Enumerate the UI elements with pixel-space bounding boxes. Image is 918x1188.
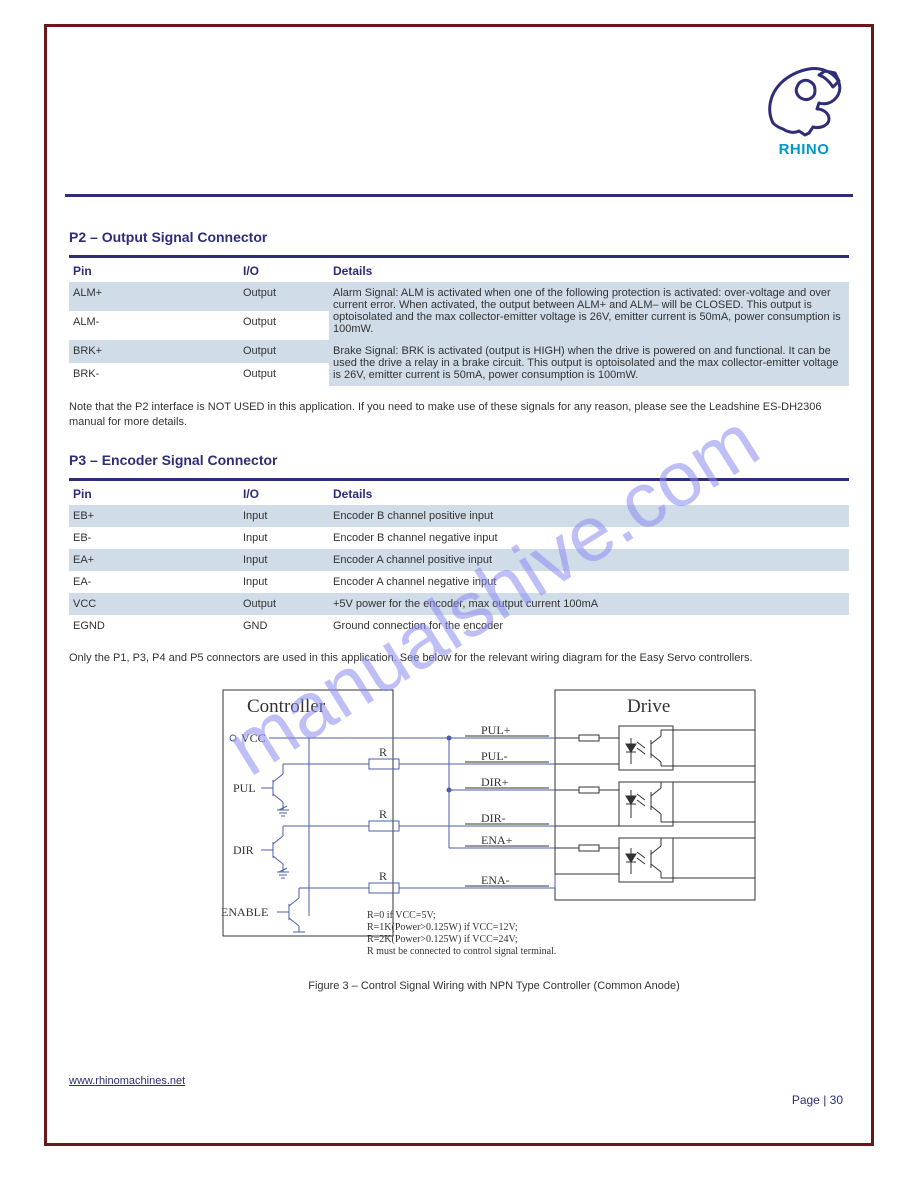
svg-text:DIR-: DIR- — [481, 811, 506, 825]
note-p2: Note that the P2 interface is NOT USED i… — [69, 400, 849, 430]
svg-text:R: R — [379, 807, 387, 821]
note-p3: Only the P1, P3, P4 and P5 connectors ar… — [69, 651, 849, 666]
rhino-icon — [761, 61, 847, 139]
col-pin: Pin — [69, 258, 239, 282]
footer-page: Page | 30 — [792, 1093, 843, 1107]
svg-text:DIR: DIR — [233, 843, 254, 857]
svg-text:R=0 if VCC=5V;: R=0 if VCC=5V; — [367, 910, 436, 921]
svg-text:R must be connected to control: R must be connected to control signal te… — [367, 946, 556, 957]
cell-io: Input — [239, 571, 329, 593]
table-row: VCCOutput+5V power for the encoder, max … — [69, 593, 849, 615]
svg-text:ENA-: ENA- — [481, 873, 510, 887]
cell-pin: ALM+ — [69, 282, 239, 311]
cell-details: Encoder B channel positive input — [329, 505, 849, 527]
svg-text:R: R — [379, 869, 387, 883]
table-header-row: Pin I/O Details — [69, 481, 849, 505]
col-details: Details — [329, 258, 849, 282]
table-p2: Pin I/O Details ALM+ Output Alarm Signal… — [69, 258, 849, 386]
cell-pin: EB+ — [69, 505, 239, 527]
cell-details: +5V power for the encoder, max output cu… — [329, 593, 849, 615]
svg-text:PUL: PUL — [233, 781, 256, 795]
section-title-p3: P3 – Encoder Signal Connector — [69, 452, 849, 468]
cell-io: Output — [239, 593, 329, 615]
cell-io: Output — [239, 311, 329, 340]
col-io: I/O — [239, 258, 329, 282]
cell-io: Output — [239, 340, 329, 363]
svg-text:R=1K(Power>0.125W) if VCC=12V;: R=1K(Power>0.125W) if VCC=12V; — [367, 922, 518, 933]
cell-io: Input — [239, 505, 329, 527]
svg-text:PUL-: PUL- — [481, 749, 508, 763]
table-row: EA-InputEncoder A channel negative input — [69, 571, 849, 593]
table-row: EA+InputEncoder A channel positive input — [69, 549, 849, 571]
table-header-row: Pin I/O Details — [69, 258, 849, 282]
table-row: ALM+ Output Alarm Signal: ALM is activat… — [69, 282, 849, 311]
section-title-p2: P2 – Output Signal Connector — [69, 229, 849, 245]
cell-io: Output — [239, 282, 329, 311]
cell-io: Output — [239, 363, 329, 386]
cell-details: Ground connection for the encoder — [329, 615, 849, 637]
cell-details: Encoder A channel positive input — [329, 549, 849, 571]
cell-pin: VCC — [69, 593, 239, 615]
page-frame: RHINO P2 – Output Signal Connector Pin I… — [44, 24, 874, 1146]
cell-details: Alarm Signal: ALM is activated when one … — [329, 282, 849, 340]
svg-text:VCC: VCC — [241, 731, 266, 745]
cell-details: Encoder B channel negative input — [329, 527, 849, 549]
table-row: EGNDGNDGround connection for the encoder — [69, 615, 849, 637]
svg-text:ENA+: ENA+ — [481, 833, 513, 847]
cell-details: Brake Signal: BRK is activated (output i… — [329, 340, 849, 386]
table-row: EB+InputEncoder B channel positive input — [69, 505, 849, 527]
table-row: BRK+ Output Brake Signal: BRK is activat… — [69, 340, 849, 363]
cell-pin: EB- — [69, 527, 239, 549]
footer-link[interactable]: www.rhinomachines.net — [69, 1075, 185, 1087]
svg-text:R=2K(Power>0.125W) if VCC=24V;: R=2K(Power>0.125W) if VCC=24V; — [367, 934, 518, 945]
wiring-diagram: Controller Drive VCC PUL — [219, 686, 849, 992]
cell-pin: BRK- — [69, 363, 239, 386]
cell-pin: BRK+ — [69, 340, 239, 363]
cell-details: Encoder A channel negative input — [329, 571, 849, 593]
svg-text:ENABLE: ENABLE — [221, 905, 268, 919]
header: RHINO — [47, 27, 871, 197]
content: P2 – Output Signal Connector Pin I/O Det… — [47, 197, 871, 992]
svg-text:PUL+: PUL+ — [481, 723, 511, 737]
col-pin: Pin — [69, 481, 239, 505]
cell-pin: EA+ — [69, 549, 239, 571]
svg-text:R: R — [379, 745, 387, 759]
cell-pin: ALM- — [69, 311, 239, 340]
cell-pin: EGND — [69, 615, 239, 637]
cell-io: GND — [239, 615, 329, 637]
table-row: EB-InputEncoder B channel negative input — [69, 527, 849, 549]
col-details: Details — [329, 481, 849, 505]
cell-io: Input — [239, 527, 329, 549]
table-p3: Pin I/O Details EB+InputEncoder B channe… — [69, 481, 849, 637]
controller-label: Controller — [247, 696, 326, 717]
drive-label: Drive — [627, 696, 670, 717]
cell-pin: EA- — [69, 571, 239, 593]
brand-name: RHINO — [761, 141, 847, 158]
cell-io: Input — [239, 549, 329, 571]
brand-logo: RHINO — [761, 61, 847, 158]
figure-caption: Figure 3 – Control Signal Wiring with NP… — [139, 980, 849, 992]
col-io: I/O — [239, 481, 329, 505]
svg-text:DIR+: DIR+ — [481, 775, 509, 789]
